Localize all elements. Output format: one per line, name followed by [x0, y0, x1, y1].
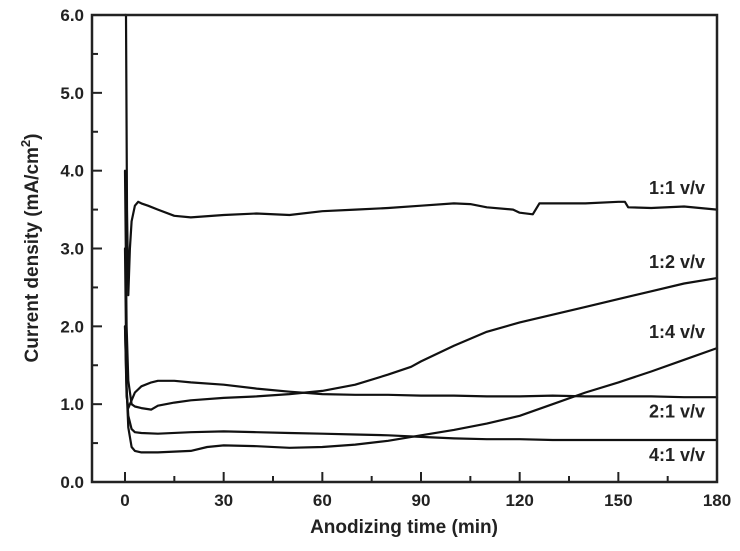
x-tick-label: 0: [120, 491, 129, 510]
x-axis: 0 30 60 90 120 150 180: [120, 472, 731, 510]
y-tick-label: 3.0: [60, 240, 84, 259]
series-labels: 1:1 v/v 1:2 v/v 1:4 v/v 2:1 v/v 4:1 v/v: [649, 178, 705, 465]
y-tick-label: 0.0: [60, 473, 84, 492]
y-tick-label: 5.0: [60, 84, 84, 103]
curves-group: [123, 13, 719, 454]
y-axis-title: Current density (mA/cm2): [18, 134, 43, 363]
y-axis: 0.0 1.0 2.0 3.0 4.0 5.0 6.0: [60, 6, 102, 492]
y-axis-title-sup: 2: [18, 140, 33, 147]
plot-frame: [90, 13, 719, 484]
y-axis-title-close: ): [22, 134, 43, 140]
y-axis-title-main: Current density (mA/cm: [22, 147, 43, 362]
series-label: 2:1 v/v: [649, 401, 705, 421]
y-tick-label: 4.0: [60, 162, 84, 181]
series-curve-2-1-v-v: [123, 325, 719, 410]
series-label: 4:1 v/v: [649, 445, 705, 465]
x-tick-label: 150: [604, 491, 632, 510]
series-curve-1-2-v-v: [123, 169, 719, 411]
y-tick-label: 2.0: [60, 317, 84, 336]
y-tick-label: 1.0: [60, 395, 84, 414]
series-label: 1:2 v/v: [649, 252, 705, 272]
x-tick-label: 60: [313, 491, 332, 510]
x-axis-title: Anodizing time (min): [310, 517, 498, 538]
x-tick-label: 90: [412, 491, 431, 510]
series-label: 1:4 v/v: [649, 322, 705, 342]
series-curve-1-1-v-v: [123, 13, 719, 297]
series-curve-1-4-v-v: [123, 247, 719, 454]
x-tick-label: 30: [214, 491, 233, 510]
series-label: 1:1 v/v: [649, 178, 705, 198]
y-tick-label: 6.0: [60, 6, 84, 25]
x-tick-label: 180: [703, 491, 731, 510]
series-curve-4-1-v-v: [123, 325, 719, 442]
x-tick-label: 120: [505, 491, 533, 510]
